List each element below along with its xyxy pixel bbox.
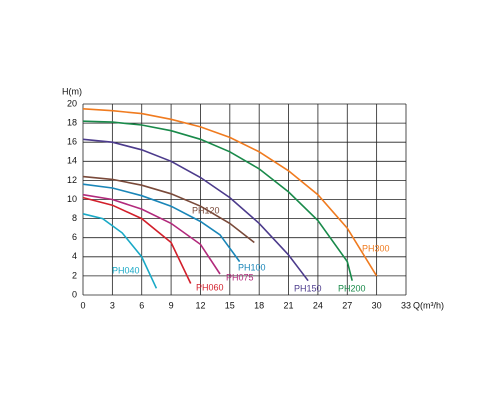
x-tick-label: 30: [372, 300, 382, 310]
curve-label: PH060: [196, 282, 224, 292]
x-tick-label: 3: [110, 300, 115, 310]
curve-label: PH200: [338, 283, 366, 293]
curve: [82, 193, 221, 275]
x-tick-label: 15: [225, 300, 235, 310]
y-tick-label: 6: [72, 232, 77, 242]
x-tick-label: 12: [195, 300, 205, 310]
x-tick-label: 9: [169, 300, 174, 310]
x-tick-label: 6: [139, 300, 144, 310]
curve-label: PH300: [362, 243, 390, 253]
curve: [82, 120, 353, 281]
x-tick-label: 21: [284, 300, 294, 310]
x-tick-label: 0: [80, 300, 85, 310]
curve-label: PH150: [294, 283, 322, 293]
x-tick-label: 18: [254, 300, 264, 310]
y-tick-label: 0: [72, 289, 77, 299]
x-tick-label: 24: [313, 300, 323, 310]
curve: [82, 183, 241, 263]
curve-label: PH040: [112, 265, 140, 275]
curve: [82, 196, 192, 284]
x-tick-label: 27: [342, 300, 352, 310]
y-tick-label: 12: [67, 175, 77, 185]
y-tick-label: 8: [72, 213, 77, 223]
y-tick-label: 14: [67, 156, 77, 166]
y-tick-label: 2: [72, 270, 77, 280]
curve: [82, 138, 309, 282]
y-tick-label: 10: [67, 194, 77, 204]
x-tick-label: 33: [401, 300, 411, 310]
curve-label: PH120: [192, 205, 220, 215]
y-tick-label: 18: [67, 117, 77, 127]
y-axis-label: H(m): [62, 86, 82, 96]
curve: [82, 213, 158, 289]
y-tick-label: 20: [67, 98, 77, 108]
curve-label: PH075: [226, 272, 254, 282]
x-axis-label: Q(m³/h): [413, 300, 444, 310]
curve: [82, 108, 378, 277]
curve: [82, 175, 255, 244]
y-tick-label: 16: [67, 137, 77, 147]
y-tick-label: 4: [72, 251, 77, 261]
curve-label: PH100: [238, 262, 266, 272]
